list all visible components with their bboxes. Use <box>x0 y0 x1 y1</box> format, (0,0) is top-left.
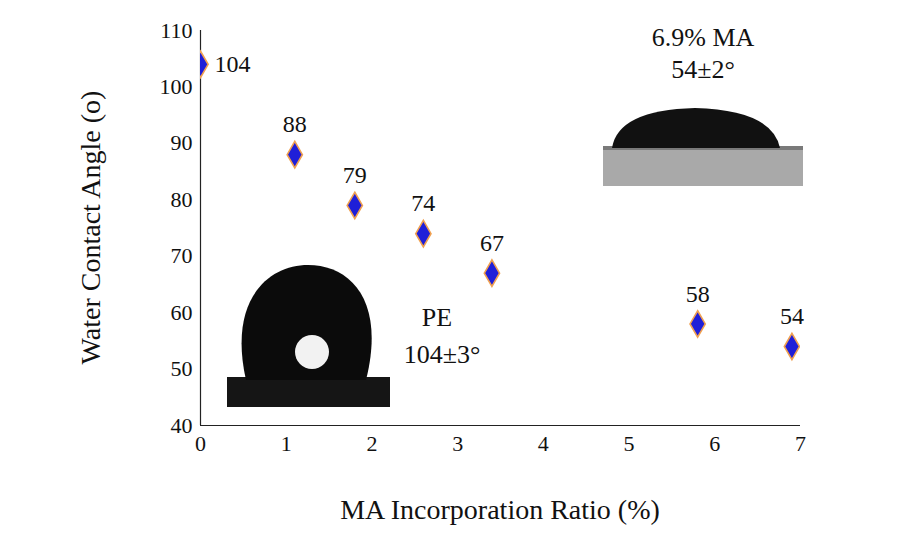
svg-text:4: 4 <box>538 431 549 456</box>
svg-text:PE: PE <box>422 303 452 332</box>
svg-text:110: 110 <box>160 18 192 43</box>
svg-text:74: 74 <box>411 190 435 216</box>
svg-text:3: 3 <box>452 431 463 456</box>
svg-text:5: 5 <box>624 431 635 456</box>
svg-text:90: 90 <box>171 130 193 155</box>
svg-text:60: 60 <box>171 300 193 325</box>
svg-text:80: 80 <box>171 187 193 212</box>
svg-text:67: 67 <box>480 230 504 256</box>
svg-text:79: 79 <box>343 162 367 188</box>
svg-text:Water Contact Angle (o): Water Contact Angle (o) <box>75 91 106 365</box>
svg-text:7: 7 <box>795 431 806 456</box>
svg-text:1: 1 <box>281 431 292 456</box>
svg-text:2: 2 <box>366 431 377 456</box>
svg-text:54: 54 <box>780 303 804 329</box>
svg-text:104: 104 <box>215 51 251 77</box>
svg-text:104±3°: 104±3° <box>404 340 481 369</box>
svg-text:40: 40 <box>171 413 193 438</box>
svg-text:100: 100 <box>160 74 193 99</box>
svg-text:MA Incorporation Ratio (%): MA Incorporation Ratio (%) <box>340 494 660 525</box>
svg-text:6: 6 <box>709 431 720 456</box>
svg-text:58: 58 <box>686 281 710 307</box>
svg-text:88: 88 <box>283 111 307 137</box>
svg-text:6.9% MA: 6.9% MA <box>652 23 755 52</box>
svg-text:50: 50 <box>171 356 193 381</box>
svg-text:0: 0 <box>195 431 206 456</box>
svg-text:70: 70 <box>171 243 193 268</box>
svg-text:54±2°: 54±2° <box>671 55 735 84</box>
